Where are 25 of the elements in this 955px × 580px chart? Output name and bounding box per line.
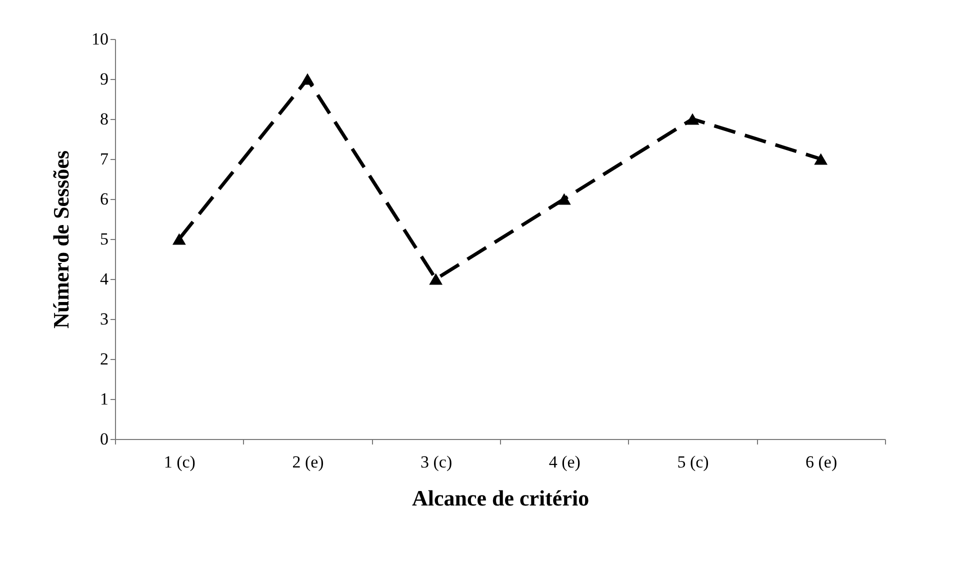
x-axis-title: Alcance de critério [412,486,590,510]
y-axis-title: Número de Sessões [48,150,74,329]
y-tick-label: 3 [100,310,108,328]
y-tick-label: 9 [100,70,108,88]
y-tick-label: 5 [100,230,108,248]
y-tick-label: 7 [100,150,109,168]
y-tick-label: 2 [100,350,108,368]
y-tick-label: 10 [92,30,108,48]
y-tick-label: 8 [100,110,108,128]
y-tick-label: 0 [100,430,108,448]
point [172,233,186,245]
y-tick-label: 6 [100,190,108,208]
x-tick-label: 3 (c) [420,452,452,472]
x-tick-label: 5 (c) [677,452,709,472]
point [686,113,700,125]
y-tick-label: 4 [100,270,109,288]
point [429,273,443,285]
point [814,153,828,165]
x-tick-label: 4 (e) [548,452,580,472]
x-tick-label: 6 (e) [806,452,838,472]
y-tick-label: 1 [100,390,108,408]
x-tick-label: 1 (c) [164,452,196,472]
point [300,73,314,85]
x-tick-label: 2 (e) [292,452,324,472]
point [557,193,571,205]
